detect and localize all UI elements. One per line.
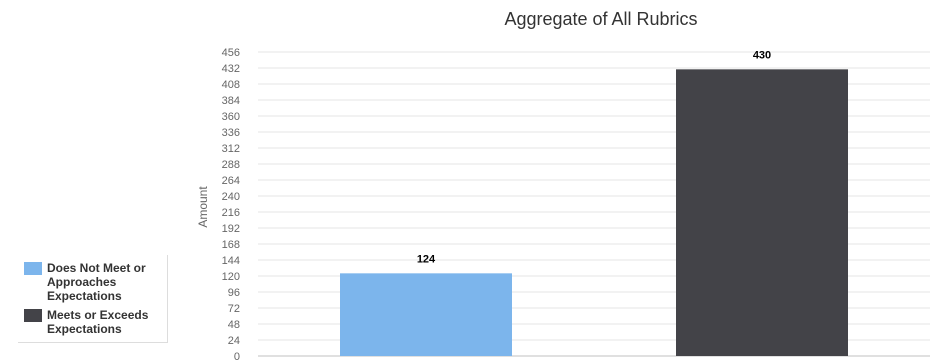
- chart-title: Aggregate of All Rubrics: [504, 9, 698, 29]
- data-label: 430: [753, 49, 771, 61]
- legend-swatch: [24, 262, 42, 275]
- y-tick-label: 96: [228, 287, 240, 299]
- legend-label: Does Not Meet or Approaches Expectations: [47, 261, 146, 303]
- y-tick-label: 288: [222, 159, 240, 171]
- bar[interactable]: [340, 273, 512, 356]
- y-tick-label: 0: [234, 351, 240, 363]
- y-tick-label: 216: [222, 207, 240, 219]
- y-tick-label: 144: [222, 255, 240, 267]
- y-tick-label: 384: [222, 95, 240, 107]
- data-label: 124: [417, 253, 436, 265]
- y-tick-label: 312: [222, 143, 240, 155]
- y-tick-label: 336: [222, 127, 240, 139]
- y-tick-label: 360: [222, 111, 240, 123]
- y-tick-label: 192: [222, 223, 240, 235]
- legend-item[interactable]: Meets or Exceeds Expectations: [24, 308, 163, 336]
- bars: [340, 69, 848, 356]
- y-tick-label: 264: [222, 175, 240, 187]
- y-axis-label: Amount: [196, 186, 210, 228]
- data-labels: 124 430: [417, 49, 771, 265]
- y-tick-label: 48: [228, 319, 240, 331]
- legend-label: Meets or Exceeds Expectations: [47, 308, 149, 336]
- legend-swatch: [24, 309, 42, 322]
- y-tick-label: 168: [222, 239, 240, 251]
- y-tick-label: 24: [228, 335, 240, 347]
- y-tick-label: 408: [222, 79, 240, 91]
- legend-item[interactable]: Does Not Meet or Approaches Expectations: [24, 261, 163, 303]
- y-tick-label: 432: [222, 63, 240, 75]
- y-tick-label: 240: [222, 191, 240, 203]
- bar[interactable]: [676, 69, 848, 356]
- y-tick-label: 72: [228, 303, 240, 315]
- legend: Does Not Meet or Approaches Expectations…: [18, 255, 168, 343]
- y-tick-label: 456: [222, 47, 240, 59]
- y-tick-label: 120: [222, 271, 240, 283]
- y-tick-labels: 0 24 48 72 96 120 144 168 192 216 240 264 288 312 336 3…: [222, 47, 240, 363]
